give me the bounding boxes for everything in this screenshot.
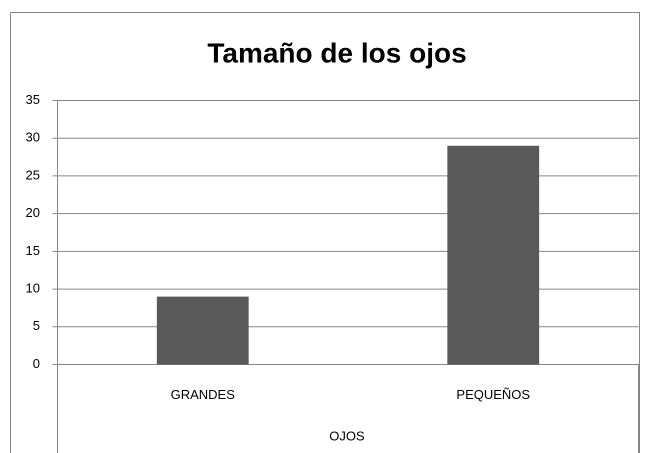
x-tick-label: GRANDES [171,387,236,402]
x-tick-label: PEQUEÑOS [456,387,530,402]
chart-title: Tamaño de los ojos [207,37,466,68]
y-tick-label: 20 [26,205,40,220]
bar [447,145,540,365]
y-tick-label: 10 [26,281,40,296]
y-tick-label: 0 [33,356,40,371]
chart-border [10,12,640,453]
bar [156,296,249,365]
x-axis-label: OJOS [329,428,365,443]
y-tick-label: 25 [26,167,40,182]
y-tick-label: 35 [26,92,40,107]
y-tick-label: 5 [33,318,40,333]
y-tick-label: 15 [26,243,40,258]
y-tick-label: 30 [26,130,40,145]
